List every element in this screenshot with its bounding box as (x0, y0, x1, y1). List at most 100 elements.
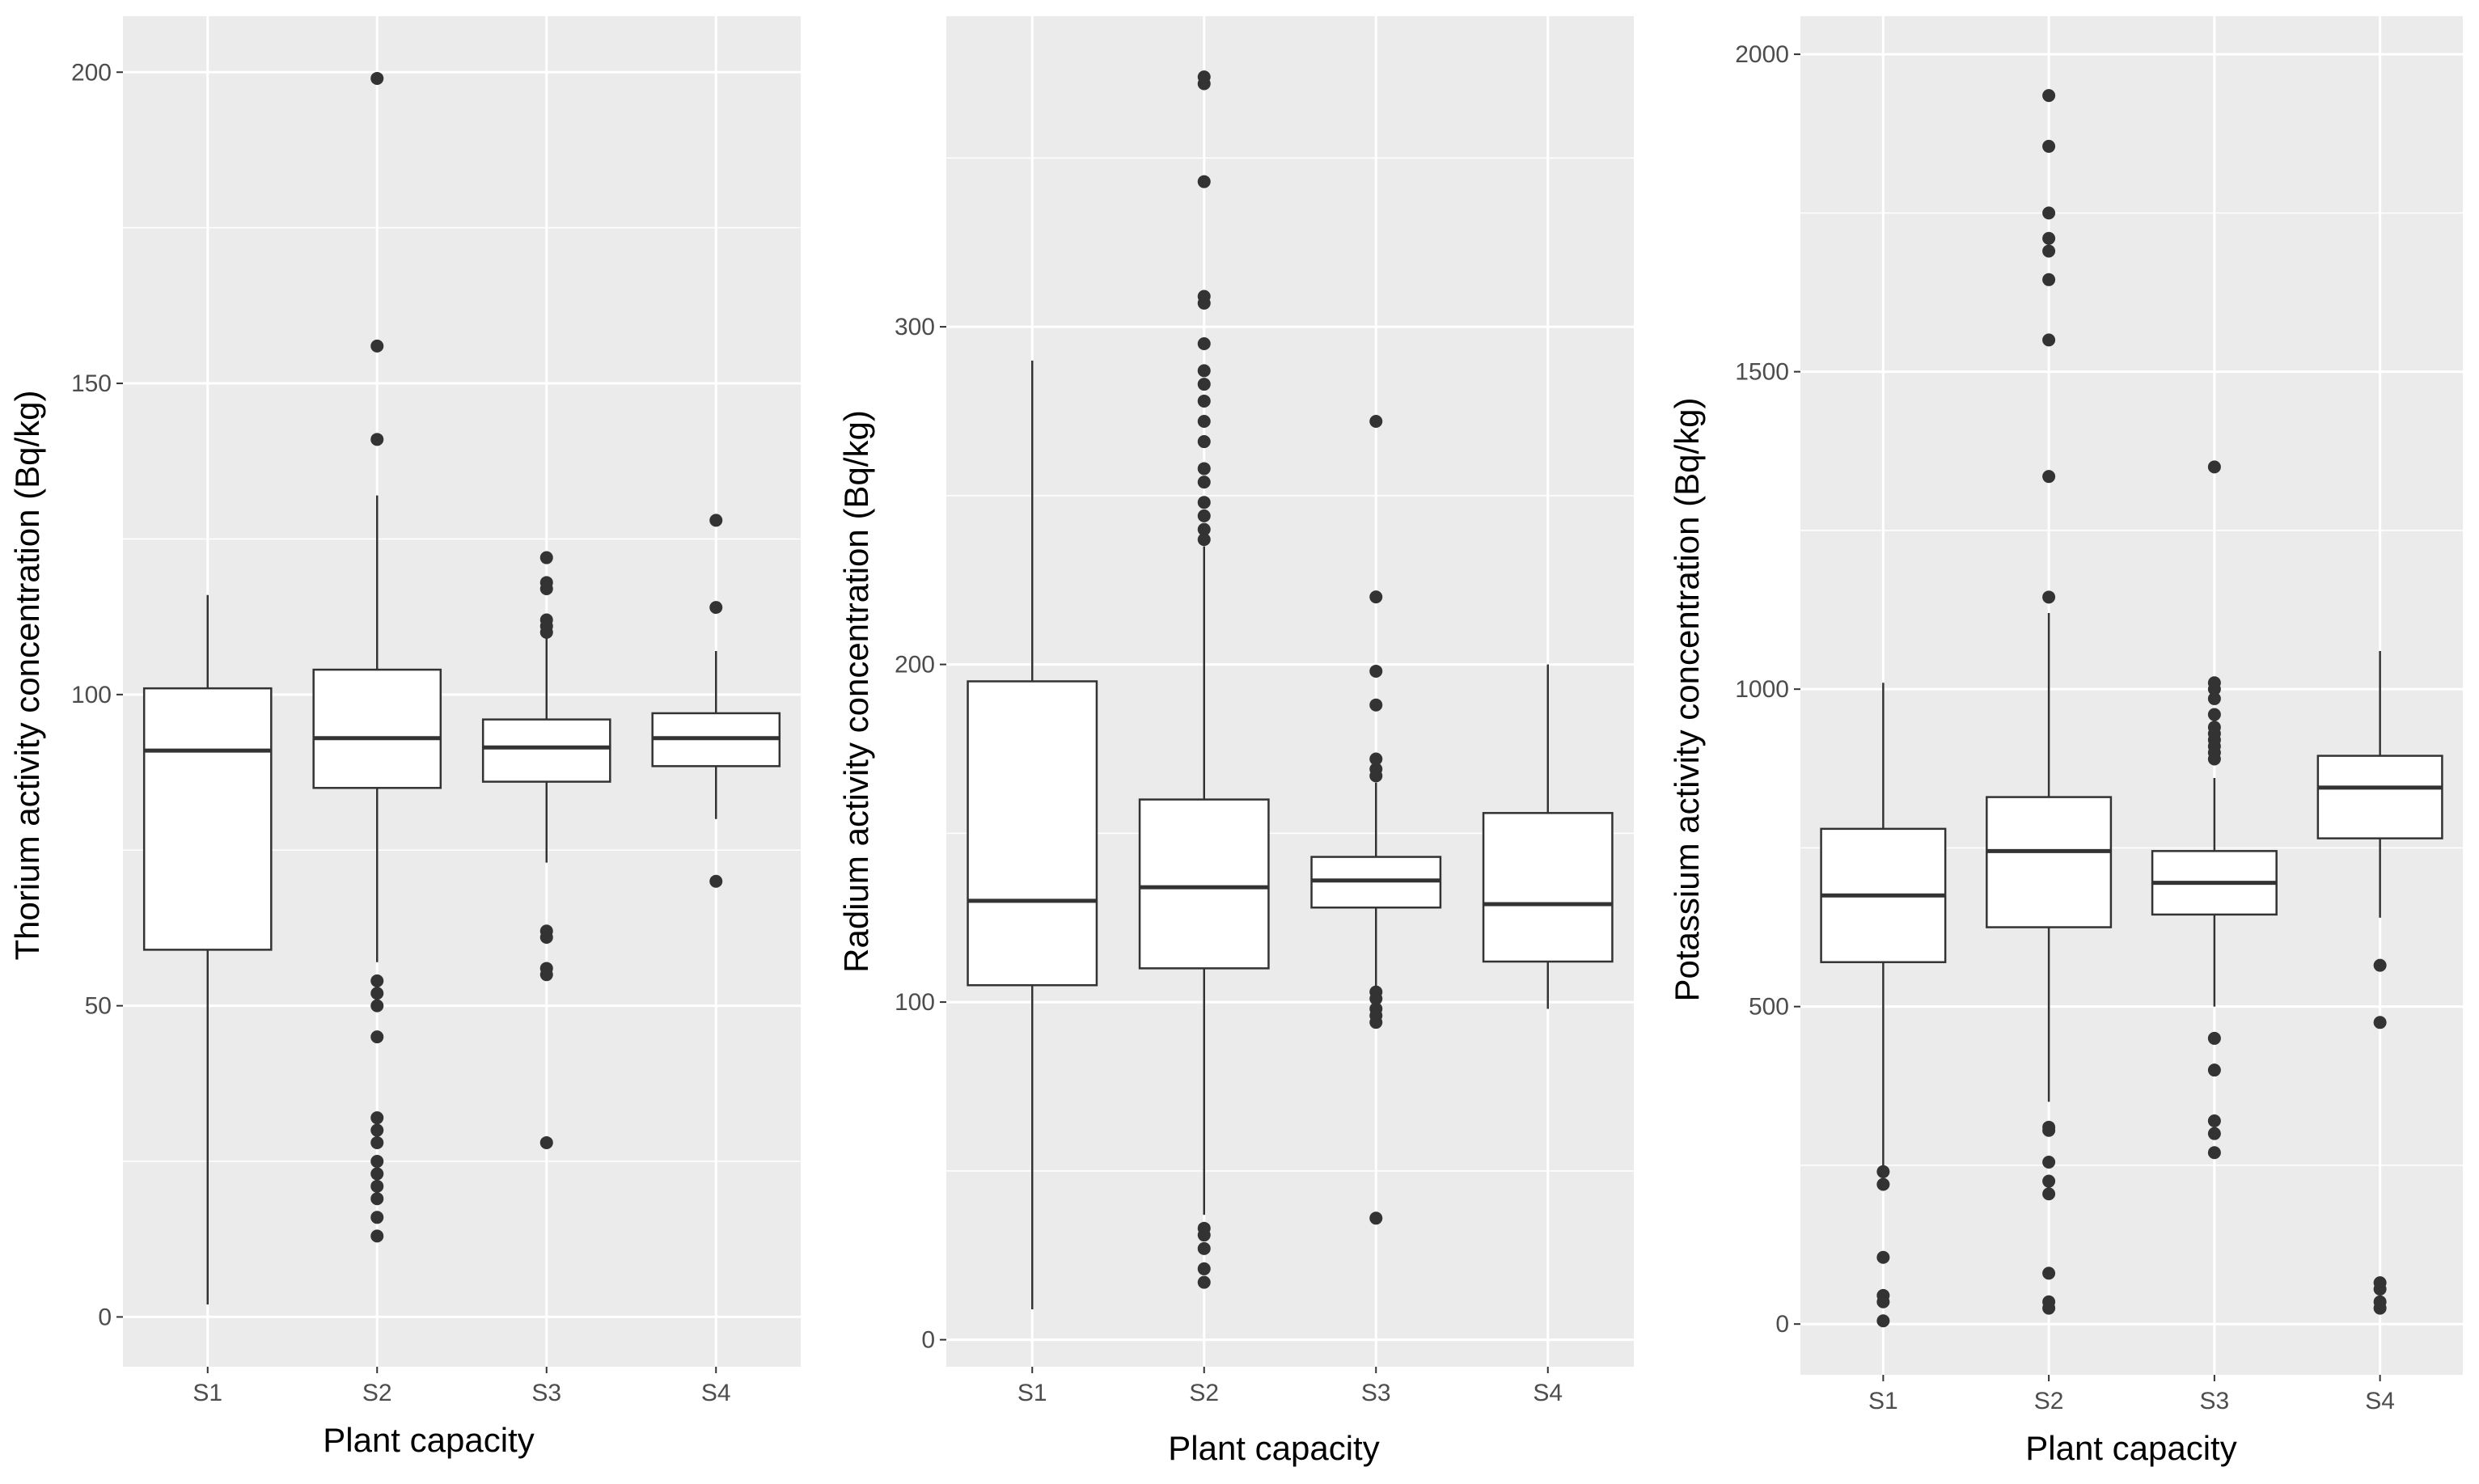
thorium-iqr-box (481, 718, 611, 783)
radium-outlier-point (1197, 1275, 1211, 1289)
radium-outlier-point (1197, 1241, 1211, 1255)
thorium-outlier-point (370, 1229, 384, 1243)
potassium-box-s1 (1820, 683, 1947, 1328)
potassium-x-axis-title: Plant capacity (2025, 1429, 2236, 1467)
thorium-x-tick-label: S3 (531, 1380, 561, 1406)
potassium-outlier-point (2207, 1063, 2221, 1077)
radium-outlier-point (1197, 364, 1211, 378)
potassium-outlier-point (2207, 460, 2221, 474)
potassium-y-axis-title: Potassium activity concentration (Bq/kg) (1668, 398, 1706, 1002)
potassium-outlier-point (2042, 139, 2056, 153)
thorium-outlier-point (370, 1211, 384, 1224)
thorium-outlier-point (709, 601, 723, 615)
potassium-outlier-point (2042, 1174, 2056, 1188)
potassium-outlier-point (2042, 206, 2056, 220)
potassium-outlier-point (2042, 1123, 2056, 1137)
radium-iqr-box (967, 680, 1098, 987)
radium-y-tick-label: 200 (895, 652, 935, 679)
potassium-outlier-point (2042, 89, 2056, 103)
radium-x-tick-label: S4 (1533, 1380, 1563, 1406)
potassium-outlier-point (2042, 1266, 2056, 1280)
thorium-outlier-point (370, 339, 384, 353)
thorium-outlier-point (370, 974, 384, 987)
radium-outlier-point (1197, 378, 1211, 391)
radium-outlier-point (1197, 533, 1211, 547)
radium-outlier-point (1369, 590, 1383, 604)
thorium-outlier-point (370, 1192, 384, 1206)
potassium-outlier-point (2373, 958, 2387, 972)
radium-outlier-point (1369, 752, 1383, 766)
potassium-iqr-box (2316, 755, 2443, 839)
radium-outlier-point (1197, 175, 1211, 188)
thorium-outlier-point (709, 874, 723, 888)
radium-box-s3 (1310, 415, 1442, 1225)
radium-box-s4 (1482, 664, 1614, 1009)
thorium-iqr-box (312, 668, 442, 789)
thorium-outlier-point (370, 1179, 384, 1193)
potassium-x-tick-label: S2 (2034, 1388, 2064, 1414)
potassium-outlier-point (2207, 708, 2221, 721)
thorium-outlier-point (370, 433, 384, 446)
radium-iqr-box (1482, 812, 1614, 963)
potassium-outlier-point (1876, 1314, 1890, 1328)
radium-x-tick-label: S1 (1017, 1380, 1047, 1406)
thorium-x-axis-title: Plant capacity (323, 1421, 534, 1459)
thorium-outlier-point (370, 999, 384, 1013)
potassium-outlier-point (2042, 231, 2056, 245)
potassium-panel-background (1800, 16, 2463, 1375)
thorium-outlier-point (370, 71, 384, 85)
thorium-outlier-point (370, 1155, 384, 1169)
thorium-outlier-point (539, 551, 553, 564)
thorium-outlier-point (539, 1135, 553, 1149)
thorium-box-s1 (142, 594, 273, 1305)
potassium-y-tick-label: 1500 (1735, 359, 1789, 386)
thorium-x-tick-label: S1 (192, 1380, 222, 1406)
potassium-outlier-point (1876, 1295, 1890, 1309)
potassium-outlier-point (2042, 333, 2056, 347)
potassium-outlier-point (2207, 683, 2221, 696)
potassium-outlier-point (1876, 1250, 1890, 1264)
radium-chart-panel: 0 100 200 300 S1 S2 S3 S4 Plant capacity Radium… (837, 16, 1634, 1467)
radium-y-tick-label: 100 (895, 989, 935, 1016)
thorium-x-tick-label: S2 (362, 1380, 392, 1406)
thorium-y-axis-title: Thorium activity concentration (Bq/kg) (8, 391, 46, 961)
thorium-y-tick-label: 100 (71, 682, 112, 708)
radium-outlier-point (1197, 476, 1211, 489)
potassium-outlier-point (2373, 1283, 2387, 1296)
thorium-y-tick-label: 0 (98, 1304, 112, 1330)
thorium-chart-panel: 0 50 100 150 200 S1 S2 S3 S4 Plant capacity Thor… (8, 16, 801, 1459)
potassium-x-tick-label: S1 (1868, 1388, 1898, 1414)
radium-outlier-point (1369, 1211, 1383, 1225)
potassium-box-s3 (2151, 460, 2278, 1160)
thorium-outlier-point (370, 1111, 384, 1125)
potassium-outlier-point (2373, 1016, 2387, 1029)
thorium-x-tick-label: S4 (701, 1380, 731, 1406)
potassium-box-s4 (2316, 651, 2443, 1315)
radium-chart-plot: 0 100 200 300 S1 S2 S3 S4 (895, 16, 1634, 1406)
potassium-outlier-point (2042, 1187, 2056, 1201)
radium-y-tick-label: 300 (895, 314, 935, 340)
thorium-box-s3 (481, 551, 611, 1149)
radium-box-s1 (967, 360, 1098, 1310)
thorium-outlier-point (709, 514, 723, 527)
radium-outlier-point (1369, 991, 1383, 1005)
potassium-outlier-point (2042, 1156, 2056, 1169)
radium-outlier-point (1197, 522, 1211, 536)
radium-outlier-point (1369, 415, 1383, 428)
radium-y-tick-label: 0 (921, 1327, 935, 1354)
potassium-outlier-point (2042, 273, 2056, 286)
potassium-outlier-point (2207, 1146, 2221, 1160)
potassium-y-tick-label: 0 (1775, 1311, 1789, 1338)
radium-outlier-point (1197, 77, 1211, 91)
radium-outlier-point (1197, 394, 1211, 408)
radium-x-tick-label: S3 (1361, 1380, 1391, 1406)
thorium-y-tick-label: 200 (71, 59, 112, 86)
potassium-y-tick-label: 500 (1749, 994, 1789, 1021)
thorium-box-s4 (651, 514, 781, 888)
radium-x-tick-label: S2 (1189, 1380, 1219, 1406)
potassium-outlier-point (2042, 590, 2056, 604)
radium-outlier-point (1369, 1016, 1383, 1029)
thorium-y-tick-label: 150 (71, 370, 112, 397)
potassium-outlier-point (2207, 691, 2221, 705)
thorium-box-s2 (312, 71, 442, 1243)
